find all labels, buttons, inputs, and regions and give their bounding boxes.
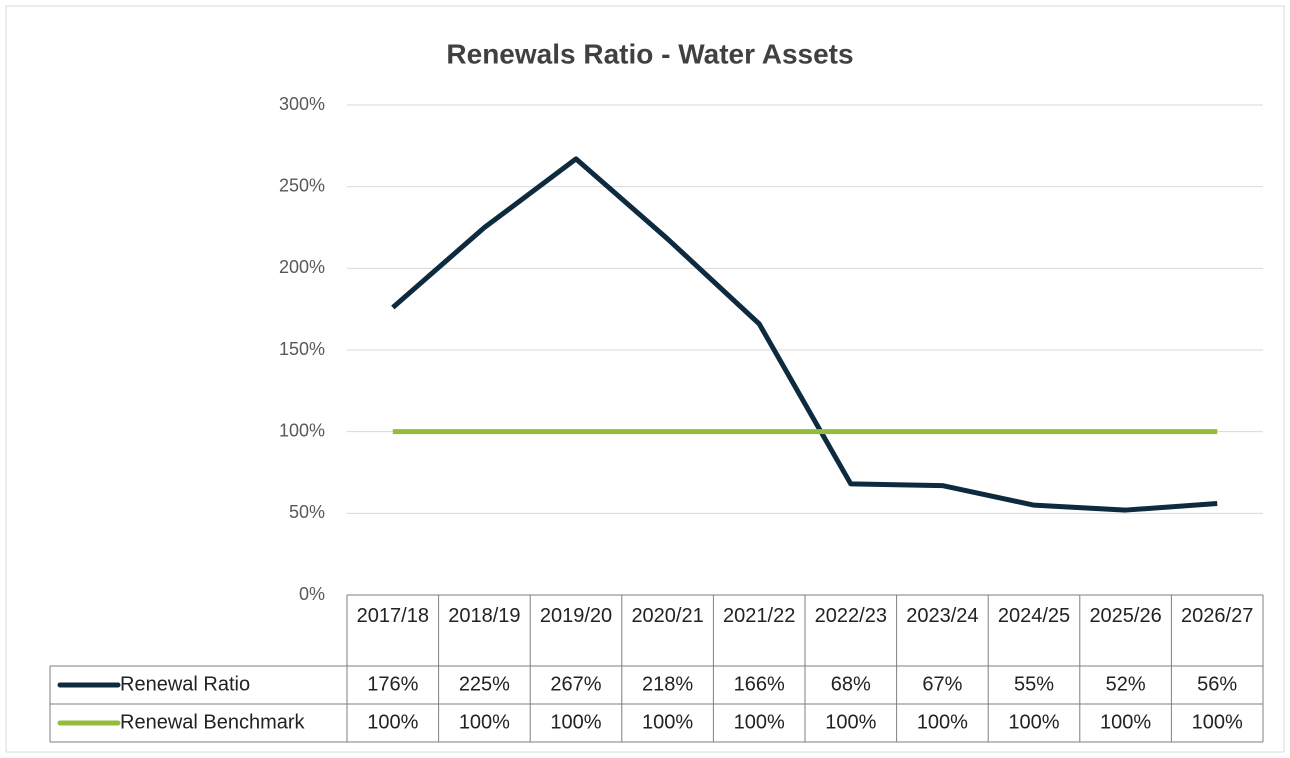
data-table-value: 267% <box>550 673 601 695</box>
x-tick-label: 2018/19 <box>448 605 521 627</box>
data-table-value: 100% <box>1192 711 1243 733</box>
data-table-value: 100% <box>1100 711 1151 733</box>
data-table-value: 100% <box>459 711 510 733</box>
x-tick-label: 2019/20 <box>539 605 613 627</box>
x-tick-label: 2021/22 <box>723 605 796 627</box>
legend-label: Renewal Benchmark <box>120 711 306 733</box>
data-table-value: 100% <box>367 711 418 733</box>
legend-label: Renewal Ratio <box>120 673 250 695</box>
data-table-value: 166% <box>734 673 785 695</box>
data-table-value: 100% <box>825 711 876 733</box>
y-tick-label: 0% <box>299 584 325 604</box>
x-tick-label: 2024/25 <box>997 605 1071 627</box>
data-table-value: 56% <box>1197 673 1237 695</box>
y-tick-label: 50% <box>289 502 325 522</box>
y-tick-label: 200% <box>279 257 325 277</box>
y-tick-label: 100% <box>279 420 325 440</box>
chart-border <box>5 5 1285 753</box>
data-table-value: 218% <box>642 673 693 695</box>
x-tick-label: 2022/23 <box>814 605 887 627</box>
x-tick-label: 2023/24 <box>906 605 979 627</box>
chart-title: Renewals Ratio - Water Assets <box>446 38 853 69</box>
x-tick-label: 2026/27 <box>1181 605 1254 627</box>
line-series <box>391 156 1218 513</box>
data-table-value: 225% <box>459 673 510 695</box>
data-table-value: 100% <box>734 711 785 733</box>
y-tick-label: 150% <box>279 339 325 359</box>
data-table-value: 100% <box>917 711 968 733</box>
y-tick-label: 250% <box>279 175 325 195</box>
y-tick-label: 300% <box>279 94 325 114</box>
data-table-value: 68% <box>831 673 871 695</box>
x-tick-label: 2017/18 <box>356 605 429 627</box>
data-table-value: 176% <box>367 673 418 695</box>
data-table-value: 67% <box>922 673 962 695</box>
data-table-value: 100% <box>1008 711 1059 733</box>
data-table-value: 100% <box>550 711 601 733</box>
x-tick-label: 2025/26 <box>1089 605 1162 627</box>
data-table-value: 52% <box>1106 673 1146 695</box>
x-tick-label: 2020/21 <box>631 605 704 627</box>
data-table-value: 100% <box>642 711 693 733</box>
data-table-value: 55% <box>1014 673 1054 695</box>
